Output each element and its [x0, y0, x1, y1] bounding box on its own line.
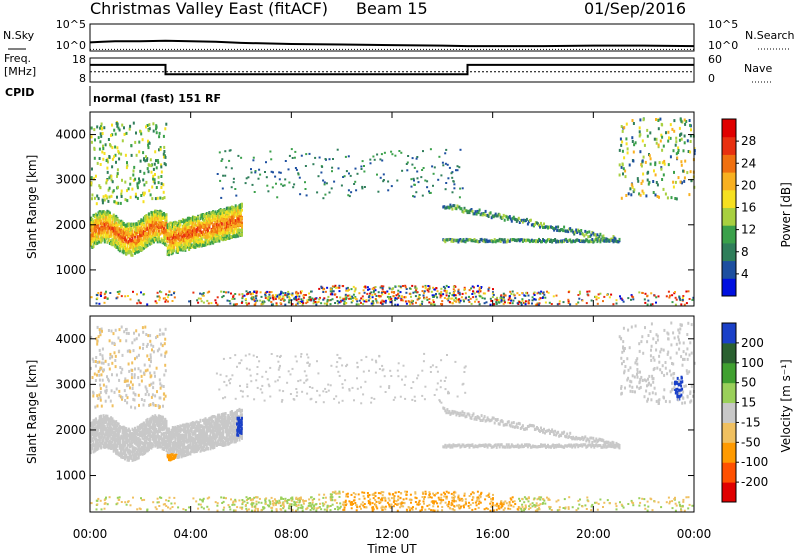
y-axis-label: Slant Range [km]	[25, 360, 39, 464]
colorbar-tick-label: 200	[741, 336, 764, 350]
colorbar-label: Velocity [m s⁻¹]	[779, 359, 793, 452]
x-axis-label: Time UT	[366, 542, 417, 554]
colorbar-swatch	[722, 225, 736, 243]
y-tick-label: 4000	[55, 332, 86, 346]
colorbar-tick-label: 100	[741, 356, 764, 370]
colorbar-swatch	[722, 172, 736, 190]
power-scatter	[90, 117, 696, 305]
colorbar-swatch	[722, 243, 736, 261]
freq-left-tick-bottom: 8	[79, 72, 86, 85]
colorbar-swatch	[722, 208, 736, 226]
colorbar-swatch	[722, 363, 736, 383]
colorbar-swatch	[722, 442, 736, 462]
freq-unit-label: [MHz]	[4, 65, 36, 78]
colorbar-tick-label: 24	[741, 156, 756, 170]
y-tick-label: 4000	[55, 128, 86, 142]
cpid-label: CPID	[5, 86, 34, 99]
colorbar-tick-label: 12	[741, 223, 756, 237]
colorbar-tick-label: 16	[741, 201, 756, 215]
noise-left-tick-top: 10^5	[56, 18, 86, 31]
colorbar-tick-label: 50	[741, 376, 756, 390]
nsearch-label: N.Search	[745, 29, 795, 42]
colorbar-tick-label: -50	[741, 435, 761, 449]
nsky-label: N.Sky	[3, 29, 34, 42]
noise-left-tick-bottom: 10^0	[56, 39, 86, 52]
y-tick-label: 1000	[55, 469, 86, 483]
freq-right-tick-top: 60	[708, 53, 722, 66]
nsky-line	[90, 41, 694, 46]
noise-right-tick-top: 10^5	[708, 18, 738, 31]
x-tick-label: 12:00	[375, 527, 410, 541]
y-tick-label: 2000	[55, 423, 86, 437]
colorbar-swatch	[722, 323, 736, 343]
frequency-panel-frame	[90, 58, 694, 82]
noise-right-tick-bottom: 10^0	[708, 39, 738, 52]
colorbar-swatch	[722, 343, 736, 363]
freq-left-tick-top: 18	[72, 53, 86, 66]
colorbar-swatch	[722, 422, 736, 442]
colorbar-tick-label: -100	[741, 455, 768, 469]
y-tick-label: 2000	[55, 218, 86, 232]
colorbar-tick-label: -200	[741, 475, 768, 489]
colorbar-tick-label: 4	[741, 267, 749, 281]
colorbar-swatch	[722, 278, 736, 296]
colorbar-tick-label: 8	[741, 245, 749, 259]
x-tick-label: 20:00	[576, 527, 611, 541]
beam-label: Beam 15	[356, 0, 428, 18]
colorbar-tick-label: 15	[741, 396, 756, 410]
date-label: 01/Sep/2016	[584, 0, 686, 18]
colorbar-swatch	[722, 137, 736, 155]
freq-label: Freq.	[4, 52, 31, 65]
colorbar-swatch	[722, 190, 736, 208]
colorbar-tick-label: 20	[741, 178, 756, 192]
colorbar-tick-label: -15	[741, 415, 761, 429]
colorbar-swatch	[722, 482, 736, 502]
y-tick-label: 3000	[55, 173, 86, 187]
y-tick-label: 3000	[55, 377, 86, 391]
y-axis-label: Slant Range [km]	[25, 155, 39, 259]
colorbar-label: Power [dB]	[779, 182, 793, 247]
x-tick-label: 00:00	[73, 527, 108, 541]
site-title: Christmas Valley East (fitACF)	[90, 0, 328, 18]
freq-right-tick-bottom: 0	[708, 72, 715, 85]
x-tick-label: 00:00	[677, 527, 712, 541]
colorbar-swatch	[722, 462, 736, 482]
power-panel-frame	[90, 112, 694, 306]
colorbar-tick-label: 28	[741, 134, 756, 148]
velocity-scatter	[90, 322, 696, 512]
colorbar-swatch	[722, 154, 736, 172]
colorbar-swatch	[722, 119, 736, 137]
colorbar-swatch	[722, 383, 736, 403]
freq-line	[90, 65, 694, 74]
velocity-panel-frame	[90, 316, 694, 512]
x-tick-label: 04:00	[173, 527, 208, 541]
x-tick-label: 16:00	[475, 527, 510, 541]
x-tick-label: 08:00	[274, 527, 309, 541]
mode-label: normal (fast) 151 RF	[93, 92, 221, 105]
y-tick-label: 1000	[55, 263, 86, 277]
noise-panel-frame	[90, 24, 694, 51]
colorbar-swatch	[722, 261, 736, 279]
nave-label: Nave	[744, 62, 772, 75]
colorbar-swatch	[722, 403, 736, 423]
